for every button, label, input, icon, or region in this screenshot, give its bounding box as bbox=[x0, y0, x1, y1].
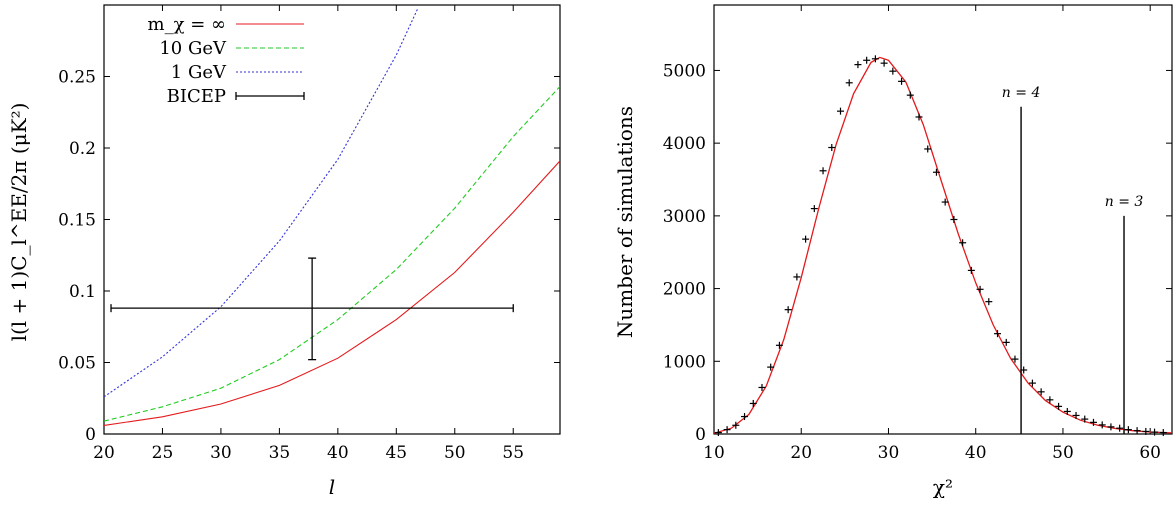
y-tick-label: 2000 bbox=[663, 280, 706, 300]
y-tick-label: 0.2 bbox=[69, 139, 96, 159]
data-point bbox=[732, 421, 740, 429]
x-tick-label: 45 bbox=[385, 443, 407, 463]
data-point bbox=[924, 145, 932, 153]
data-point bbox=[863, 56, 871, 64]
data-point bbox=[1089, 418, 1097, 426]
data-point bbox=[941, 198, 949, 206]
data-point bbox=[828, 144, 836, 152]
data-point bbox=[714, 429, 722, 437]
data-point bbox=[854, 61, 862, 69]
x-tick-label: 30 bbox=[878, 443, 900, 463]
threshold-label-1: n = 3 bbox=[1105, 194, 1144, 210]
data-point bbox=[1011, 355, 1019, 363]
data-point bbox=[1028, 379, 1036, 387]
data-point bbox=[932, 168, 940, 176]
fit-curve bbox=[714, 56, 1172, 434]
threshold-label-0: n = 4 bbox=[1002, 85, 1041, 101]
series-line-0 bbox=[104, 160, 560, 426]
data-point bbox=[723, 426, 731, 434]
data-point bbox=[749, 399, 757, 407]
data-point bbox=[836, 107, 844, 115]
data-point bbox=[741, 413, 749, 421]
y-tick-label: 0 bbox=[695, 425, 706, 445]
data-point bbox=[784, 306, 792, 314]
y-tick-label: 0.05 bbox=[58, 354, 96, 374]
data-point bbox=[906, 91, 914, 99]
data-point bbox=[1133, 427, 1141, 435]
legend-label-0: m_χ = ∞ bbox=[148, 14, 227, 35]
data-point bbox=[915, 113, 923, 121]
data-point bbox=[775, 341, 783, 349]
left-x-axis-label: l bbox=[329, 475, 335, 499]
x-tick-label: 40 bbox=[327, 443, 349, 463]
y-tick-label: 0.15 bbox=[58, 211, 96, 231]
data-point bbox=[1072, 411, 1080, 419]
data-point bbox=[985, 298, 993, 306]
x-tick-label: 50 bbox=[1052, 443, 1074, 463]
y-tick-label: 3000 bbox=[663, 207, 706, 227]
x-tick-label: 20 bbox=[790, 443, 812, 463]
data-point bbox=[802, 235, 810, 243]
data-point bbox=[1142, 427, 1150, 435]
data-point bbox=[767, 363, 775, 371]
x-tick-label: 25 bbox=[152, 443, 174, 463]
y-tick-label: 0 bbox=[85, 425, 96, 445]
data-point bbox=[1107, 423, 1115, 431]
data-point bbox=[950, 216, 958, 223]
data-point bbox=[793, 273, 801, 281]
data-point bbox=[898, 77, 906, 85]
left-chart: 20 25 30 35 40 45 50 55 0 0.05 0.1 0.15 0.2 0.25 m_χ … bbox=[7, 4, 561, 499]
y-tick-label: 4000 bbox=[663, 134, 706, 154]
data-point bbox=[810, 205, 818, 213]
data-point bbox=[1081, 415, 1089, 423]
data-point bbox=[1116, 424, 1124, 432]
data-point bbox=[1002, 338, 1010, 346]
data-point bbox=[994, 330, 1002, 338]
right-chart: 10 20 30 40 50 60 0 1000 2000 3000 4000 5000 n = 4 n… bbox=[613, 4, 1173, 499]
left-y-axis-label: l(l + 1)C_l^EE/2π (μK²) bbox=[7, 103, 31, 342]
series-line-2 bbox=[104, 9, 418, 398]
data-point bbox=[959, 239, 967, 247]
x-tick-label: 20 bbox=[93, 443, 115, 463]
data-point bbox=[889, 67, 897, 75]
y-tick-label: 0.25 bbox=[58, 68, 96, 88]
y-tick-label: 0.1 bbox=[69, 282, 96, 302]
data-point bbox=[845, 79, 853, 87]
legend-label-1: 10 GeV bbox=[159, 38, 227, 59]
data-point bbox=[1055, 402, 1063, 410]
right-x-axis-label: χ² bbox=[933, 475, 953, 499]
data-point bbox=[1124, 426, 1132, 434]
x-tick-label: 35 bbox=[269, 443, 291, 463]
data-point bbox=[1063, 407, 1071, 415]
right-plot-frame bbox=[713, 4, 1173, 435]
x-tick-label: 55 bbox=[502, 443, 524, 463]
data-point bbox=[967, 266, 975, 274]
data-point bbox=[1151, 428, 1159, 436]
x-tick-label: 50 bbox=[444, 443, 466, 463]
y-tick-label: 5000 bbox=[663, 61, 706, 81]
x-tick-label: 60 bbox=[1139, 443, 1161, 463]
left-legend: m_χ = ∞ 10 GeV 1 GeV BICEP bbox=[148, 14, 305, 107]
right-y-axis-label: Number of simulations bbox=[613, 106, 637, 338]
data-point bbox=[758, 383, 766, 391]
data-point bbox=[1037, 388, 1045, 396]
y-tick-label: 1000 bbox=[663, 352, 706, 372]
data-point bbox=[1159, 429, 1167, 437]
data-point bbox=[1046, 396, 1054, 404]
x-tick-label: 10 bbox=[703, 443, 725, 463]
series-line-1 bbox=[104, 86, 560, 422]
data-point bbox=[976, 285, 984, 293]
data-point bbox=[871, 55, 879, 63]
x-tick-label: 30 bbox=[210, 443, 232, 463]
data-point bbox=[880, 59, 888, 67]
data-point bbox=[819, 167, 827, 175]
legend-label-2: 1 GeV bbox=[171, 62, 227, 83]
x-tick-label: 40 bbox=[965, 443, 987, 463]
legend-label-3: BICEP bbox=[167, 86, 226, 107]
data-point bbox=[1098, 421, 1106, 429]
